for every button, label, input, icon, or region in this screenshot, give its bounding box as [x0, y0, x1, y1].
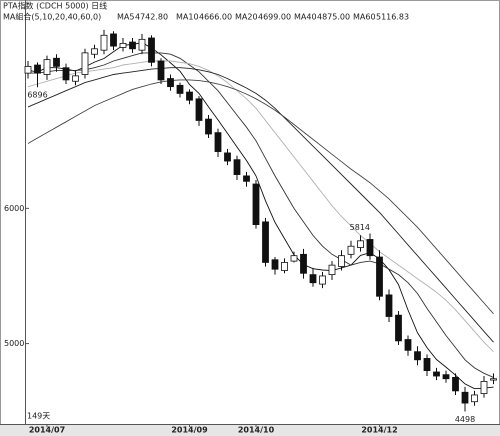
extreme-label: 5814 — [350, 223, 370, 232]
candle-body — [100, 34, 108, 51]
ma-header: MA組合(5,10,20,40,60,0) — [3, 12, 101, 22]
candle-body — [119, 42, 127, 48]
legend-value: 4875.00 — [317, 13, 350, 22]
candle-body — [167, 78, 174, 88]
candle-body — [328, 264, 336, 276]
candle-body — [300, 253, 307, 274]
ma-line — [27, 60, 494, 353]
candle-body — [262, 221, 269, 263]
candle-body — [404, 339, 412, 351]
x-tick-label: 2014/07 — [29, 426, 65, 435]
x-tick-label: 2014/10 — [238, 426, 275, 435]
extreme-label: 4498 — [455, 415, 475, 424]
legend-value: 4699.00 — [258, 13, 291, 22]
x-tick-label: 2014/12 — [361, 426, 397, 435]
legend-name: MA60 — [353, 13, 376, 22]
legend-value: 5116.83 — [376, 13, 409, 22]
candle-body — [414, 351, 421, 361]
candle-body — [309, 274, 317, 284]
candle-body — [138, 38, 146, 51]
candle-body — [72, 75, 79, 82]
candle-body — [271, 259, 279, 270]
candle-body — [157, 60, 165, 81]
legend-name: MA5 — [117, 13, 134, 22]
candle-body — [357, 240, 364, 248]
candle-body — [338, 255, 345, 267]
candle-body — [423, 358, 431, 372]
candle-body — [290, 255, 298, 262]
extreme-label: 6896 — [27, 91, 47, 100]
candle-body — [452, 376, 459, 392]
candle-body — [461, 391, 469, 404]
candle-body — [129, 41, 136, 50]
candle-body — [186, 91, 193, 101]
candle-body — [385, 294, 393, 317]
legend-value: 4666.00 — [199, 13, 232, 22]
candle-body — [366, 239, 374, 257]
candle-body — [205, 118, 212, 135]
candle-body — [24, 65, 32, 74]
candle-body — [43, 59, 51, 75]
candle-body — [53, 57, 60, 67]
x-axis-strip — [0, 424, 500, 436]
candle-body — [471, 394, 478, 403]
candle-body — [281, 262, 288, 271]
ma-line — [27, 67, 494, 343]
candle-body — [480, 381, 488, 395]
candle-body — [433, 371, 440, 377]
candle-body — [34, 64, 41, 74]
candle-body — [224, 152, 231, 162]
x-tick-label: 2014/09 — [171, 426, 208, 435]
candle-body — [319, 275, 326, 285]
legend-name: MA40 — [294, 13, 317, 22]
candle-body — [243, 175, 250, 182]
chart-title: PTA指数 (CDCH 5000) 日线 — [3, 1, 107, 11]
candle-body — [214, 132, 222, 152]
candle-body — [252, 183, 260, 225]
candle-body — [233, 159, 241, 175]
candle-body — [110, 33, 117, 47]
candle-body — [148, 37, 155, 63]
legend-value: 4742.80 — [135, 13, 168, 22]
ma-line — [27, 79, 494, 315]
candle-body — [490, 378, 497, 381]
candle-body — [91, 48, 98, 55]
candle-body — [81, 52, 89, 75]
legend-name: MA20 — [235, 13, 258, 22]
candle-body — [195, 98, 203, 121]
candle-body — [376, 256, 383, 297]
candle-body — [347, 245, 355, 255]
y-tick-label: 5000 — [4, 339, 24, 348]
ma-line — [27, 42, 494, 390]
candle-body — [62, 67, 70, 81]
candle-body — [176, 84, 184, 94]
candle-body — [442, 374, 450, 380]
period-label: 149天 — [27, 412, 50, 421]
legend-name: MA10 — [176, 13, 199, 22]
y-tick-label: 6000 — [4, 204, 24, 213]
candle-body — [395, 314, 402, 342]
ma-line — [28, 52, 494, 378]
